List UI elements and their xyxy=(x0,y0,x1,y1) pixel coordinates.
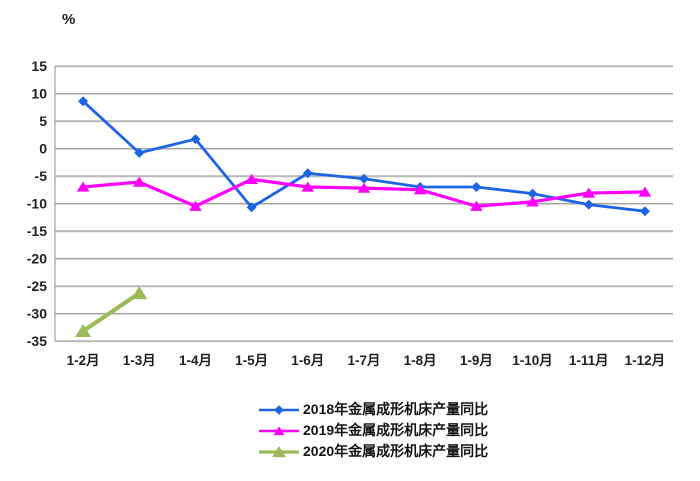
y-axis-tick-label: -10 xyxy=(27,196,47,212)
x-axis-category-label: 1-8月 xyxy=(404,353,437,368)
x-axis-category-label: 1-9月 xyxy=(460,353,493,368)
y-axis-tick-label: 5 xyxy=(39,113,47,129)
series-marker-2019-triangle-icon xyxy=(301,181,315,192)
series-marker-2018-diamond-icon xyxy=(527,188,538,199)
legend-label-2020: 2020年金属成形机床产量同比 xyxy=(303,443,489,459)
x-axis-category-label: 1-12月 xyxy=(625,353,666,368)
y-axis-tick-label: -20 xyxy=(27,251,47,267)
series-marker-2019-triangle-icon xyxy=(76,181,90,192)
y-axis-tick-label: -30 xyxy=(27,306,47,322)
y-axis-tick-label: 0 xyxy=(39,141,47,157)
legend-item-2020: 2020年金属成形机床产量同比 xyxy=(258,442,488,461)
x-axis-category-label: 1-11月 xyxy=(569,353,609,368)
series-marker-2020-triangle-icon xyxy=(131,286,148,300)
series-marker-2018-diamond-icon xyxy=(78,96,89,107)
legend-item-2019: 2019年金属成形机床产量同比 xyxy=(258,421,488,440)
y-axis-unit-label: % xyxy=(62,11,76,28)
x-axis-category-label: 1-2月 xyxy=(67,353,100,368)
series-marker-2019-triangle-icon xyxy=(245,173,258,184)
series-marker-2019-triangle-icon xyxy=(357,182,371,193)
series-marker-2018-diamond-icon xyxy=(246,202,257,213)
y-axis-tick-label: -15 xyxy=(27,223,47,239)
legend-line-triangle-icon xyxy=(259,446,299,458)
legend-marker-triangle-icon xyxy=(273,426,285,436)
legend-label-2019: 2019年金属成形机床产量同比 xyxy=(303,422,489,438)
series-marker-2018-diamond-icon xyxy=(134,147,145,158)
series-marker-2020-triangle-icon xyxy=(75,324,92,338)
series-marker-2018-diamond-icon xyxy=(190,134,201,145)
series-marker-2019-triangle-icon xyxy=(470,200,483,211)
series-marker-2018-diamond-icon xyxy=(639,206,650,217)
series-marker-2018-diamond-icon xyxy=(583,199,594,210)
x-axis-category-label: 1-7月 xyxy=(347,353,380,368)
series-marker-2019-triangle-icon xyxy=(526,196,539,207)
x-axis-category-label: 1-5月 xyxy=(235,353,268,368)
legend-label-2018: 2018年金属成形机床产量同比 xyxy=(303,401,489,417)
y-axis-tick-label: -25 xyxy=(27,278,47,294)
y-axis-tick-label: 10 xyxy=(31,86,47,102)
legend-item-2018: 2018年金属成形机床产量同比 xyxy=(258,400,488,419)
legend-line-diamond-icon xyxy=(259,405,299,415)
x-axis-category-label: 1-10月 xyxy=(512,353,553,368)
plot-area: 15 10 5 0 -5 -10 -15 -20 -25 -30 -35 1-2月 1-3月 1-4月 1-… xyxy=(27,58,673,368)
legend-line-triangle-icon xyxy=(259,426,299,436)
series-marker-2019-triangle-icon xyxy=(132,176,146,187)
x-axis-category-label: 1-6月 xyxy=(291,353,324,368)
y-axis-tick-label: -35 xyxy=(27,333,47,349)
series-marker-2019-triangle-icon xyxy=(582,187,596,198)
legend-marker-triangle-icon xyxy=(272,446,286,458)
series-marker-2018-diamond-icon xyxy=(302,168,313,179)
series-marker-2018-diamond-icon xyxy=(359,173,369,184)
series-marker-2019-triangle-icon xyxy=(413,184,427,195)
legend-marker-diamond-icon xyxy=(274,405,284,415)
x-axis-category-label: 1-4月 xyxy=(179,353,212,368)
x-axis-category-label: 1-3月 xyxy=(123,353,156,368)
y-axis-tick-label: -5 xyxy=(35,168,48,184)
series-marker-2019-triangle-icon xyxy=(189,200,202,211)
y-axis-tick-label: 15 xyxy=(31,58,47,74)
series-line-2020 xyxy=(80,291,142,334)
legend: 2018年金属成形机床产量同比 2019年金属成形机床产量同比 2020年金属成… xyxy=(258,400,488,461)
series-marker-2019-triangle-icon xyxy=(638,186,652,197)
series-marker-2018-diamond-icon xyxy=(471,182,482,192)
